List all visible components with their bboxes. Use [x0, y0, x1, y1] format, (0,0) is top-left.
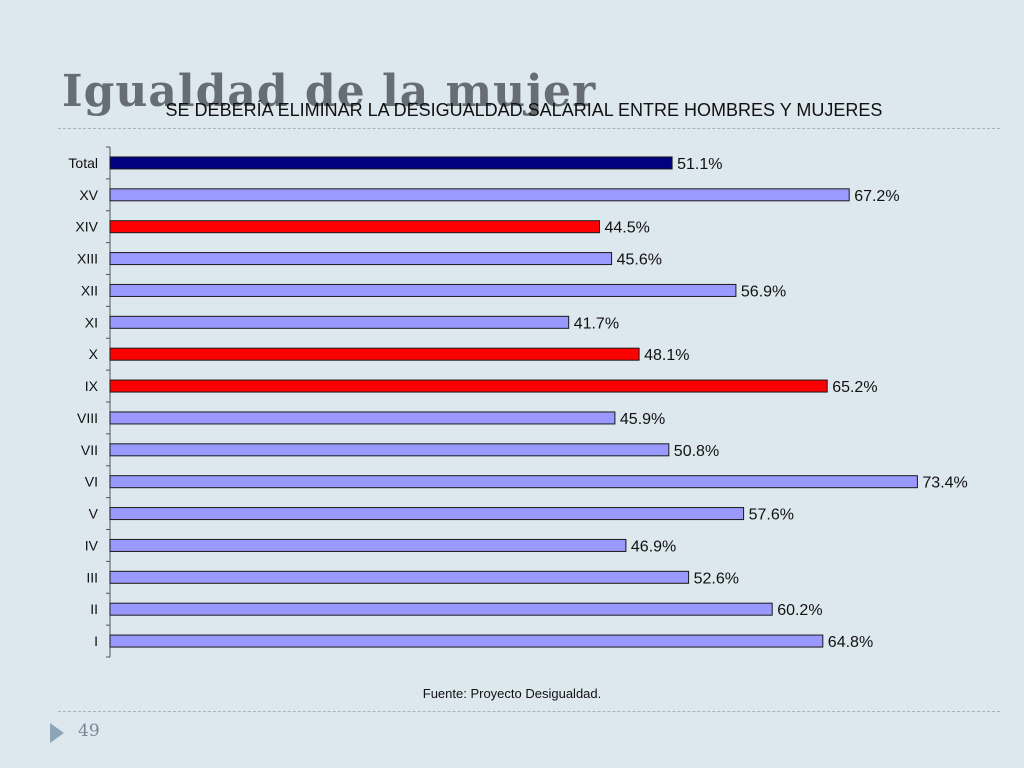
bar	[109, 411, 616, 425]
value-label: 57.6%	[749, 507, 794, 524]
category-label: XIII	[77, 251, 98, 267]
value-label: 48.1%	[644, 347, 689, 364]
value-label: 45.9%	[620, 411, 665, 428]
category-label: XV	[79, 187, 98, 203]
chart-title: SE DEBERÍA ELIMINAR LA DESIGUALDAD SALAR…	[165, 100, 883, 120]
category-label: VII	[81, 442, 98, 458]
bar	[109, 379, 828, 393]
category-label: II	[90, 601, 98, 617]
value-label: 67.2%	[854, 188, 899, 205]
value-label: 52.6%	[694, 570, 739, 587]
category-label: V	[89, 506, 99, 522]
bar	[109, 475, 918, 489]
page-number: 49	[78, 721, 100, 741]
category-label: I	[94, 633, 98, 649]
bar	[109, 220, 600, 234]
value-label: 46.9%	[631, 538, 676, 555]
bar	[109, 570, 690, 584]
category-label: IV	[85, 537, 99, 553]
value-label: 50.8%	[674, 443, 719, 460]
bar	[109, 315, 570, 329]
category-label: X	[89, 346, 99, 362]
value-label: 65.2%	[832, 379, 877, 396]
category-label: VIII	[77, 410, 98, 426]
value-label: 73.4%	[922, 475, 967, 492]
slide-title: Igualdad de la mujer	[62, 66, 597, 117]
bar	[109, 507, 745, 521]
bar	[109, 443, 670, 457]
value-label: 41.7%	[574, 315, 619, 332]
bar	[109, 252, 613, 266]
category-label: XI	[85, 314, 98, 330]
category-label: XII	[81, 282, 98, 298]
bar	[109, 347, 640, 361]
nav-arrow-icon[interactable]	[50, 723, 64, 743]
bar	[109, 156, 673, 170]
footer-divider	[58, 711, 1000, 712]
category-label: IX	[85, 378, 99, 394]
bar	[109, 634, 824, 648]
category-label: XIV	[75, 219, 98, 235]
value-label: 60.2%	[777, 602, 822, 619]
category-label: III	[86, 569, 98, 585]
bar	[109, 538, 627, 552]
chart-source: Fuente: Proyecto Desigualdad.	[422, 686, 602, 701]
value-label: 51.1%	[677, 156, 722, 173]
title-divider	[58, 128, 1000, 129]
value-label: 45.6%	[617, 252, 662, 269]
bar	[109, 283, 737, 297]
bar	[109, 602, 773, 616]
bar	[109, 188, 850, 202]
value-label: 44.5%	[605, 220, 650, 237]
category-label: Total	[68, 155, 98, 171]
category-label: VI	[85, 474, 98, 490]
value-label: 56.9%	[741, 283, 786, 300]
value-label: 64.8%	[828, 634, 873, 651]
